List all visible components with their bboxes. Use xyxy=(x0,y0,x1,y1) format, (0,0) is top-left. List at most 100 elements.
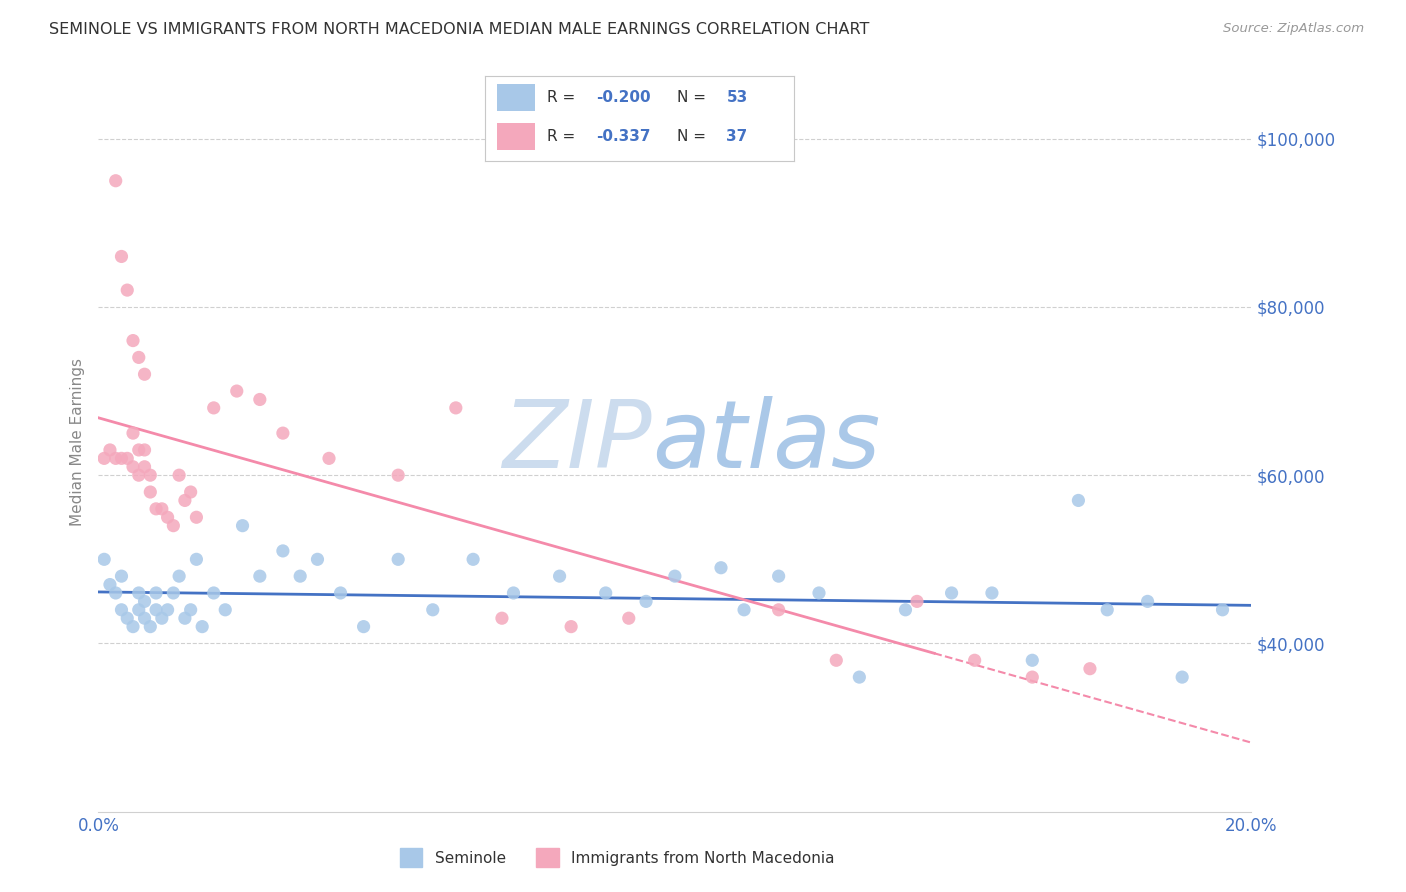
Point xyxy=(167,569,190,583)
Point xyxy=(110,569,132,583)
Point xyxy=(110,603,132,617)
Point xyxy=(231,518,254,533)
Point xyxy=(128,351,150,365)
Point xyxy=(387,468,409,483)
Point xyxy=(139,485,162,500)
Point xyxy=(98,577,121,591)
Text: R =: R = xyxy=(547,90,581,105)
Point xyxy=(128,603,150,617)
Point xyxy=(825,653,848,667)
Point xyxy=(249,569,271,583)
Point xyxy=(214,603,236,617)
Point xyxy=(202,401,225,415)
Text: atlas: atlas xyxy=(652,396,880,487)
Text: 37: 37 xyxy=(727,129,748,145)
Text: -0.337: -0.337 xyxy=(596,129,651,145)
Text: N =: N = xyxy=(676,129,710,145)
Point xyxy=(93,552,115,566)
Bar xyxy=(498,123,534,151)
Point xyxy=(128,468,150,483)
Point xyxy=(145,501,167,516)
Point xyxy=(104,586,127,600)
Point xyxy=(134,368,156,382)
Text: Source: ZipAtlas.com: Source: ZipAtlas.com xyxy=(1223,22,1364,36)
Point xyxy=(595,586,617,600)
Point xyxy=(122,620,145,634)
Point xyxy=(139,468,162,483)
Point xyxy=(710,560,733,574)
Point xyxy=(1136,594,1159,608)
Point xyxy=(491,611,513,625)
Point xyxy=(848,670,870,684)
Point xyxy=(617,611,640,625)
Legend: Seminole, Immigrants from North Macedonia: Seminole, Immigrants from North Macedoni… xyxy=(399,848,835,867)
Text: 53: 53 xyxy=(727,90,748,105)
Point xyxy=(128,442,150,457)
Point xyxy=(560,620,582,634)
Point xyxy=(548,569,571,583)
Point xyxy=(186,510,208,524)
Point xyxy=(128,586,150,600)
Point xyxy=(122,426,145,441)
Point xyxy=(808,586,831,600)
Point xyxy=(422,603,444,617)
Point xyxy=(271,544,294,558)
Text: -0.200: -0.200 xyxy=(596,90,651,105)
Point xyxy=(1021,653,1043,667)
Bar xyxy=(498,85,534,112)
Point xyxy=(733,603,755,617)
Point xyxy=(1097,603,1119,617)
Point xyxy=(202,586,225,600)
Point xyxy=(387,552,409,566)
Point xyxy=(461,552,484,566)
Point xyxy=(664,569,686,583)
Point xyxy=(318,451,340,466)
Point xyxy=(290,569,312,583)
Point xyxy=(1067,493,1090,508)
Point xyxy=(145,586,167,600)
Point xyxy=(186,552,208,566)
Point xyxy=(117,451,139,466)
Point xyxy=(307,552,329,566)
Point xyxy=(636,594,658,608)
Point xyxy=(145,603,167,617)
Point xyxy=(104,451,127,466)
Y-axis label: Median Male Earnings: Median Male Earnings xyxy=(69,358,84,525)
Point xyxy=(174,493,197,508)
Point xyxy=(117,611,139,625)
Text: N =: N = xyxy=(676,90,710,105)
Text: R =: R = xyxy=(547,129,581,145)
Point xyxy=(139,620,162,634)
Point xyxy=(905,594,928,608)
Point xyxy=(768,569,790,583)
Point xyxy=(353,620,375,634)
Point xyxy=(98,442,121,457)
Point xyxy=(162,586,184,600)
Point xyxy=(122,334,145,348)
Point xyxy=(134,459,156,474)
Point xyxy=(134,594,156,608)
Point xyxy=(502,586,524,600)
Point xyxy=(981,586,1004,600)
Point xyxy=(110,250,132,264)
Point xyxy=(150,501,173,516)
Point xyxy=(180,485,202,500)
Point xyxy=(156,510,179,524)
Text: ZIP: ZIP xyxy=(502,396,652,487)
Point xyxy=(156,603,179,617)
Point xyxy=(768,603,790,617)
Point xyxy=(93,451,115,466)
Point xyxy=(174,611,197,625)
Point xyxy=(1021,670,1043,684)
Point xyxy=(122,459,145,474)
Point xyxy=(180,603,202,617)
Point xyxy=(894,603,917,617)
Point xyxy=(1171,670,1194,684)
Point xyxy=(941,586,963,600)
Point xyxy=(1212,603,1234,617)
Point xyxy=(271,426,294,441)
Point xyxy=(162,518,184,533)
Point xyxy=(134,611,156,625)
Point xyxy=(329,586,352,600)
Point xyxy=(110,451,132,466)
